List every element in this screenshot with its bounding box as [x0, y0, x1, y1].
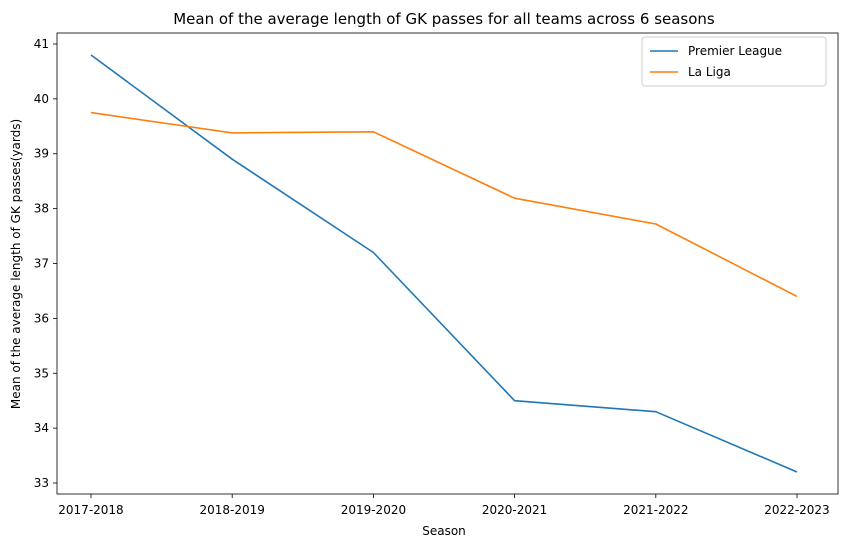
chart-title: Mean of the average length of GK passes …	[173, 10, 715, 28]
legend-label: Premier League	[688, 44, 782, 58]
y-tick-label: 38	[34, 202, 49, 216]
legend: Premier League La Liga	[641, 36, 827, 87]
series-line-la-liga	[90, 111, 798, 298]
y-tick-label: 39	[34, 147, 49, 161]
y-tick-label: 34	[34, 421, 49, 435]
x-tick-label: 2022-2023	[764, 503, 829, 517]
y-tick-label: 40	[34, 92, 49, 106]
y-tick-label: 33	[34, 476, 49, 490]
x-tick-label: 2020-2021	[482, 503, 547, 517]
legend-box	[641, 36, 827, 87]
y-tick-label: 37	[34, 257, 49, 271]
x-tick-label: 2017-2018	[58, 503, 123, 517]
y-tick-label: 35	[34, 366, 49, 380]
x-tick-label: 2018-2019	[199, 503, 264, 517]
legend-label: La Liga	[688, 65, 731, 79]
y-tick-label: 41	[34, 37, 49, 51]
plot-area: 2017-2018 2018-2019 2019-2020 2020-2021 2021…	[34, 32, 839, 517]
series-line-premier-league	[90, 54, 798, 473]
y-axis-label: Mean of the average length of GK passes(…	[9, 119, 23, 409]
x-tick-label: 2021-2022	[623, 503, 688, 517]
x-axis-label: Season	[422, 524, 466, 538]
x-tick-label: 2019-2020	[341, 503, 406, 517]
y-tick-label: 36	[34, 311, 49, 325]
plot-frame	[56, 32, 839, 495]
